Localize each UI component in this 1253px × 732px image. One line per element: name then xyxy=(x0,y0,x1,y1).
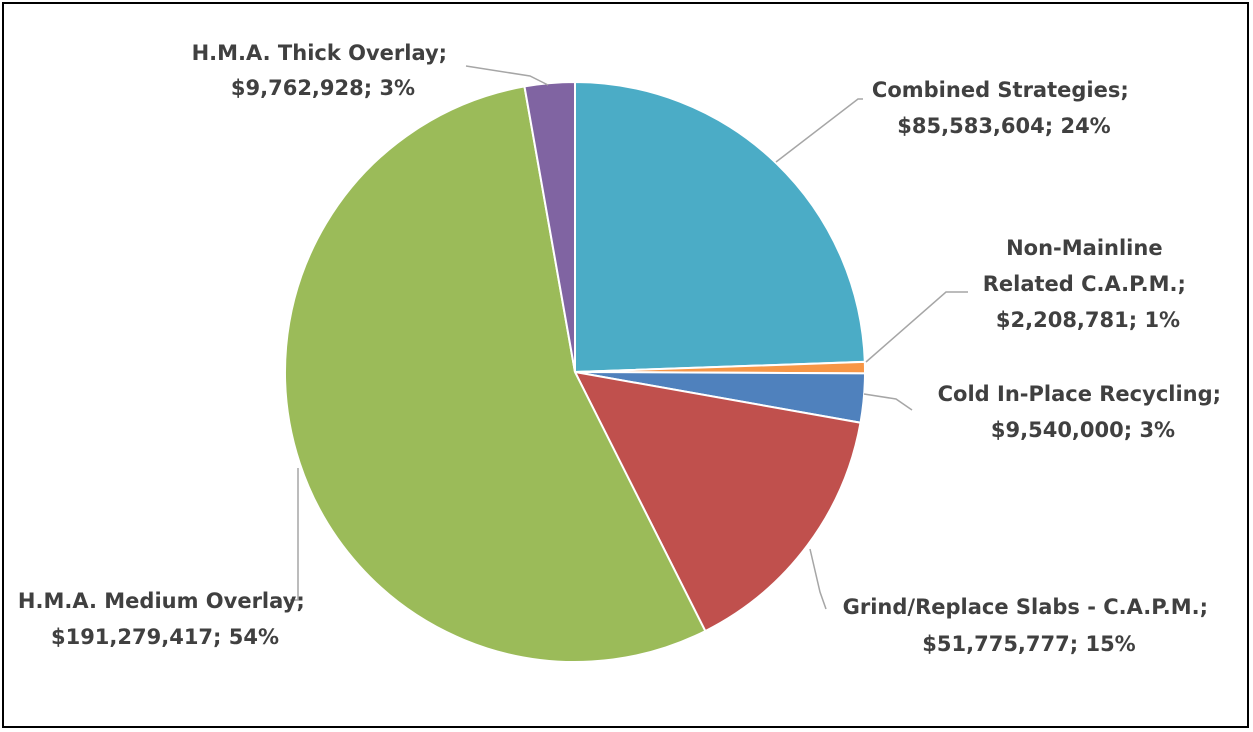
label-combined-strategies-line2: $85,583,604; 24% xyxy=(897,114,1110,138)
data-labels: Combined Strategies; $85,583,604; 24% No… xyxy=(18,41,1229,656)
label-combined-strategies: Combined Strategies; $85,583,604; 24% xyxy=(872,78,1136,138)
label-hma-medium: H.M.A. Medium Overlay; $191,279,417; 54% xyxy=(18,589,312,649)
leader-line-grind-replace xyxy=(809,548,827,610)
label-grind-replace-line2: $51,775,777; 15% xyxy=(922,632,1135,656)
label-hma-thick-line1: H.M.A. Thick Overlay; xyxy=(192,41,448,65)
label-non-mainline-line1: Non-Mainline xyxy=(1006,236,1162,260)
label-grind-replace-line1: Grind/Replace Slabs - C.A.P.M.; xyxy=(843,595,1208,619)
label-hma-thick: H.M.A. Thick Overlay; $9,762,928; 3% xyxy=(192,41,455,100)
label-cold-in-place: Cold In-Place Recycling; $9,540,000; 3% xyxy=(938,382,1229,442)
pie-slice-combined-strategies xyxy=(574,80,866,374)
pie-slice-h-m-a-thick-overlay xyxy=(523,80,576,373)
label-hma-medium-line2: $191,279,417; 54% xyxy=(51,625,279,649)
leader-line-non-mainline xyxy=(865,291,968,363)
pie-slice-grind-replace-slabs-c-a-p-m xyxy=(573,370,862,633)
label-hma-thick-line2: $9,762,928; 3% xyxy=(231,76,415,100)
leader-lines xyxy=(290,65,968,610)
label-cold-in-place-line2: $9,540,000; 3% xyxy=(991,418,1175,442)
label-non-mainline: Non-Mainline Related C.A.P.M.; $2,208,78… xyxy=(983,236,1194,332)
label-cold-in-place-line1: Cold In-Place Recycling; xyxy=(938,382,1221,406)
label-hma-medium-line1: H.M.A. Medium Overlay; xyxy=(18,589,305,613)
pie-slices xyxy=(284,80,867,663)
leader-line-combined-strategies xyxy=(775,98,863,163)
label-combined-strategies-line1: Combined Strategies; xyxy=(872,78,1129,102)
leader-line-cold-in-place xyxy=(863,393,913,411)
label-non-mainline-line2: Related C.A.P.M.; xyxy=(983,272,1186,296)
pie-slice-h-m-a-medium-overlay xyxy=(284,85,707,663)
label-grind-replace: Grind/Replace Slabs - C.A.P.M.; $51,775,… xyxy=(843,595,1216,656)
leader-line-hma-medium xyxy=(290,468,299,601)
label-non-mainline-line3: $2,208,781; 1% xyxy=(996,308,1180,332)
leader-line-hma-thick xyxy=(465,65,549,86)
